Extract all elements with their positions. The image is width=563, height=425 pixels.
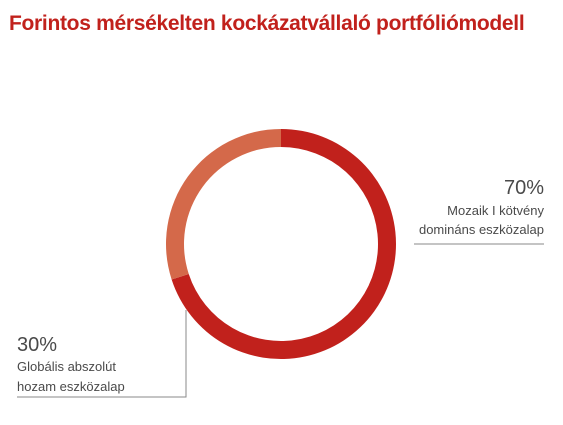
slice-percent-label: 30% xyxy=(17,334,57,356)
donut-slice xyxy=(166,129,281,280)
slice-label-line: hozam eszközalap xyxy=(17,379,125,394)
donut-slices xyxy=(166,129,396,359)
slice-label-line: Globális abszolút xyxy=(17,359,116,374)
chart-title: Forintos mérsékelten kockázatvállaló por… xyxy=(9,12,525,35)
slice-percent-label: 70% xyxy=(504,177,544,199)
leader-line xyxy=(17,310,187,398)
slice-label-line: domináns eszközalap xyxy=(419,222,544,237)
label-group-secondary: 30% Globális abszolút hozam eszközalap xyxy=(17,310,187,398)
slice-label-line: Mozaik I kötvény xyxy=(447,203,544,218)
label-group-primary: 70% Mozaik I kötvény domináns eszközalap xyxy=(414,177,544,245)
